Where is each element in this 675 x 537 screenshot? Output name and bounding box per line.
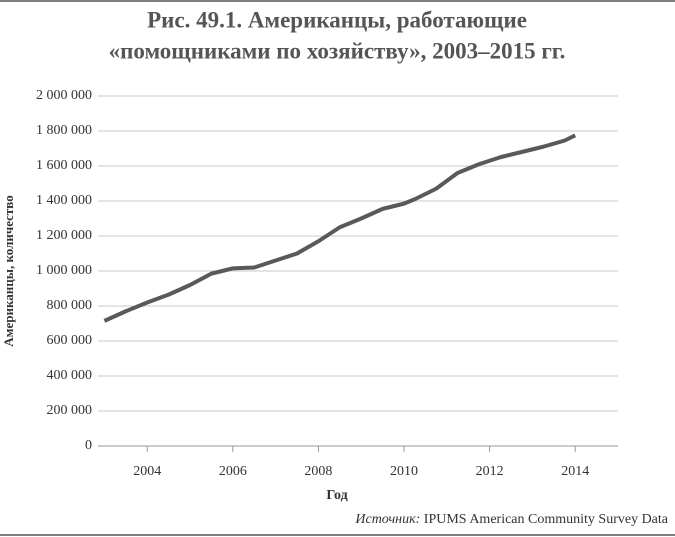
y-axis-label: Американцы, количество <box>1 195 16 346</box>
y-tick-label: 0 <box>85 438 92 453</box>
series-line <box>103 133 577 323</box>
chart-title: «помощниками по хозяйству», 2003–2015 гг… <box>109 38 566 63</box>
y-tick-label: 1 600 000 <box>36 158 92 173</box>
x-tick-label: 2012 <box>476 464 504 479</box>
chart-title: Рис. 49.1. Американцы, работающие <box>147 7 527 32</box>
y-tick-label: 200 000 <box>47 403 93 418</box>
y-tick-label: 1 200 000 <box>36 228 92 243</box>
x-tick-label: 2008 <box>304 464 332 479</box>
y-tick-label: 1 000 000 <box>36 263 92 278</box>
y-tick-label: 1 800 000 <box>36 123 92 138</box>
y-tick-label: 2 000 000 <box>36 88 92 103</box>
source-prefix: Источник: <box>354 512 420 527</box>
y-tick-label: 400 000 <box>47 368 93 383</box>
x-tick-label: 2006 <box>219 464 247 479</box>
source-text: IPUMS American Community Survey Data <box>424 512 669 527</box>
x-tick-label: 2014 <box>561 464 589 479</box>
y-tick-label: 1 400 000 <box>36 193 92 208</box>
x-tick-label: 2004 <box>133 464 161 479</box>
x-axis-label: Год <box>326 488 347 503</box>
y-tick-label: 600 000 <box>47 333 93 348</box>
source-note: Источник: IPUMS American Community Surve… <box>354 512 668 527</box>
x-tick-label: 2010 <box>390 464 418 479</box>
y-tick-label: 800 000 <box>47 298 93 313</box>
